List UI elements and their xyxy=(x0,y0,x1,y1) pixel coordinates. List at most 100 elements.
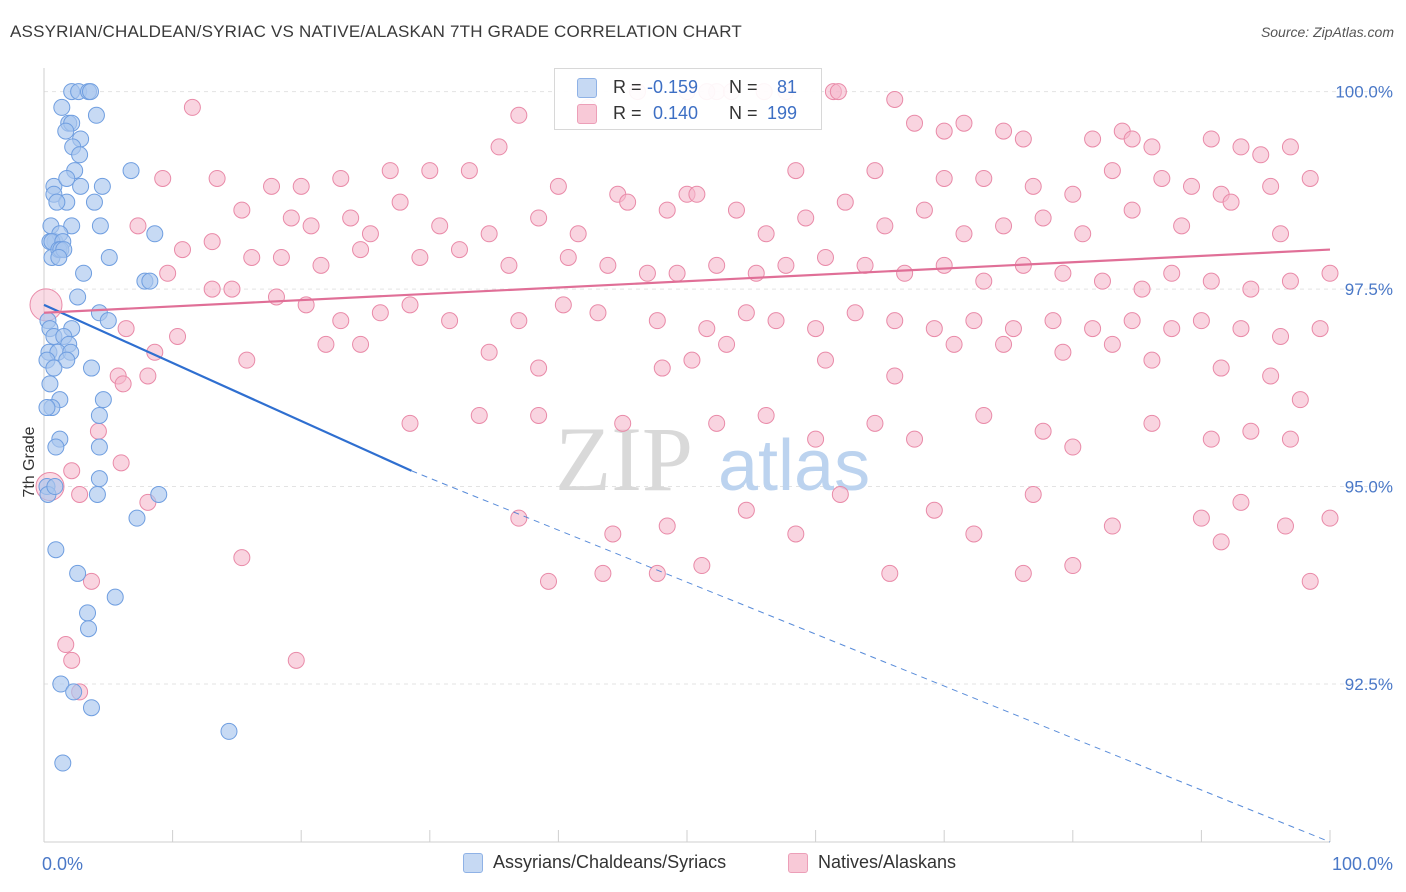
natives-point xyxy=(995,217,1013,235)
natives-point xyxy=(881,564,899,582)
natives-point xyxy=(1321,509,1339,527)
natives-point xyxy=(1281,138,1299,156)
natives-point xyxy=(757,406,775,424)
natives-point xyxy=(693,557,711,575)
legend-item-assyrians[interactable]: Assyrians/Chaldeans/Syriacs xyxy=(463,852,726,873)
natives-point xyxy=(1054,343,1072,361)
natives-point xyxy=(411,248,429,266)
assyrians-point xyxy=(85,193,103,211)
natives-point xyxy=(698,320,716,338)
natives-point xyxy=(549,177,567,195)
natives-point xyxy=(1183,177,1201,195)
natives-point xyxy=(129,217,147,235)
natives-point xyxy=(831,485,849,503)
natives-point xyxy=(1103,335,1121,353)
natives-point xyxy=(846,304,864,322)
natives-point xyxy=(886,367,904,385)
natives-point xyxy=(1276,517,1294,535)
natives-point xyxy=(1202,430,1220,448)
natives-point xyxy=(896,264,914,282)
assyrians-point xyxy=(90,470,108,488)
natives-point xyxy=(658,517,676,535)
natives-point xyxy=(1064,185,1082,203)
natives-point xyxy=(391,193,409,211)
assyrians-point xyxy=(47,541,65,559)
natives-point xyxy=(829,83,847,101)
natives-point xyxy=(530,406,548,424)
natives-point xyxy=(945,335,963,353)
natives-point xyxy=(648,564,666,582)
natives-point xyxy=(648,312,666,330)
r-value: -0.159 xyxy=(647,77,699,97)
gridlines xyxy=(44,91,1390,685)
natives-point xyxy=(619,193,637,211)
assyrians-trend-line xyxy=(43,303,412,472)
natives-point xyxy=(925,501,943,519)
assyrians-point xyxy=(79,604,97,622)
natives-point xyxy=(1163,320,1181,338)
natives-point xyxy=(63,462,81,480)
natives-point xyxy=(767,312,785,330)
natives-point xyxy=(614,414,632,432)
natives-point xyxy=(312,256,330,274)
natives-point xyxy=(1242,280,1260,298)
assyrians-point xyxy=(100,248,118,266)
natives-point xyxy=(381,162,399,180)
assyrians-point xyxy=(41,375,59,393)
natives-point xyxy=(1084,130,1102,148)
natives-point xyxy=(82,572,100,590)
natives-point xyxy=(1014,130,1032,148)
assyrians-point xyxy=(128,509,146,527)
assyrians-point xyxy=(90,406,108,424)
natives-point xyxy=(1034,422,1052,440)
natives-point xyxy=(89,422,107,440)
assyrians-point xyxy=(38,399,56,417)
natives-point xyxy=(159,264,177,282)
y-tick-label: 97.5% xyxy=(1345,280,1393,299)
assyrians-point xyxy=(106,588,124,606)
assyrians-point xyxy=(71,146,89,164)
natives-point xyxy=(1262,367,1280,385)
natives-point xyxy=(441,312,459,330)
natives-point xyxy=(1123,130,1141,148)
natives-point xyxy=(1192,312,1210,330)
natives-point xyxy=(203,280,221,298)
legend-item-natives[interactable]: Natives/Alaskans xyxy=(788,852,956,873)
natives-point xyxy=(807,320,825,338)
stats-row-natives: R = 0.140 N = 199 xyxy=(555,101,823,127)
stats-row-assyrians: R = -0.159 N = 81 xyxy=(555,75,823,101)
natives-point xyxy=(737,501,755,519)
natives-point xyxy=(352,241,370,259)
natives-point xyxy=(139,367,157,385)
r-label: R = xyxy=(613,77,642,97)
axes xyxy=(43,68,1331,843)
natives-point xyxy=(1123,201,1141,219)
natives-point xyxy=(856,256,874,274)
n-value: 81 xyxy=(777,77,798,97)
assyrians-point xyxy=(58,169,76,187)
natives-point xyxy=(1133,280,1151,298)
natives-point xyxy=(540,572,558,590)
x-tick-label: 0.0% xyxy=(42,854,83,874)
natives-point xyxy=(233,201,251,219)
natives-point xyxy=(658,201,676,219)
natives-point xyxy=(1301,169,1319,187)
natives-point xyxy=(1272,225,1290,243)
natives-point xyxy=(112,454,130,472)
assyrians-point xyxy=(82,699,100,717)
assyrians-point xyxy=(82,359,100,377)
natives-point xyxy=(1024,177,1042,195)
natives-point xyxy=(352,335,370,353)
natives-point xyxy=(1054,264,1072,282)
legend-label-natives: Natives/Alaskans xyxy=(818,852,957,872)
natives-point xyxy=(1272,327,1290,345)
stats-legend: R = -0.159 N = 81 R = 0.140 N = 199 xyxy=(554,68,822,130)
x-tick-label: 100.0% xyxy=(1332,854,1393,874)
assyrians-point xyxy=(46,478,64,496)
natives-point xyxy=(737,304,755,322)
natives-point xyxy=(1262,177,1280,195)
natives-point xyxy=(594,564,612,582)
natives-point xyxy=(1281,272,1299,290)
natives-point xyxy=(169,327,187,345)
natives-point xyxy=(71,485,89,503)
